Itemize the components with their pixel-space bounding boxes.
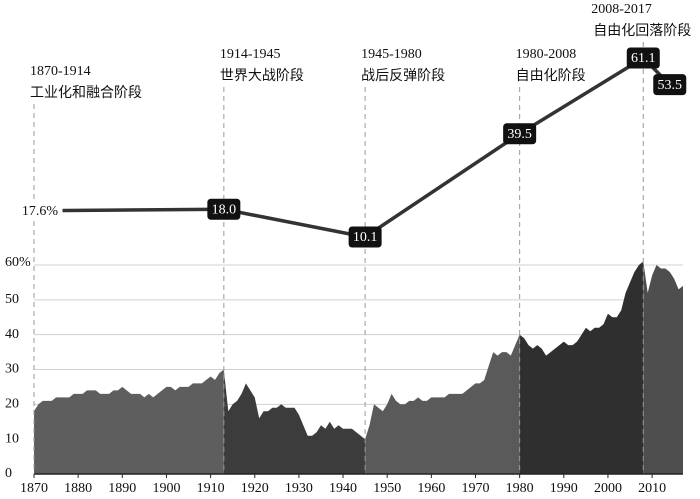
x-tick-label: 1970: [461, 481, 489, 496]
value-label: 61.1: [631, 51, 656, 66]
y-tick-label: 40: [5, 327, 19, 342]
period-range: 1945-1980: [361, 47, 422, 62]
x-tick-label: 1900: [152, 481, 180, 496]
x-tick-label: 2010: [638, 481, 666, 496]
period-label: 世界大战阶段: [220, 68, 304, 84]
y-tick-label: 0: [5, 466, 12, 481]
period-label: 自由化阶段: [516, 68, 586, 84]
x-tick-label: 1910: [197, 481, 225, 496]
period-label: 战后反弹阶段: [361, 68, 445, 84]
period-label: 工业化和融合阶段: [30, 85, 142, 101]
value-label-box: [626, 47, 660, 69]
value-label-box: [348, 226, 382, 248]
y-tick-label: 10: [5, 431, 19, 446]
area: [519, 261, 644, 474]
y-tick-label: 30: [5, 362, 19, 377]
value-label: 53.5: [658, 78, 683, 93]
area: [34, 369, 224, 474]
line: [33, 55, 672, 239]
area: [365, 334, 520, 474]
y-tick-label: 60%: [5, 255, 31, 270]
x-tick-label: 1930: [285, 481, 313, 496]
value-label: 39.5: [507, 127, 532, 142]
x-tick-label: 1960: [417, 481, 445, 496]
period-range: 1870-1914: [30, 64, 91, 79]
area: [643, 261, 683, 474]
value-label-box: [207, 198, 241, 220]
value-label-box: [503, 123, 537, 145]
x-tick-label: 1950: [373, 481, 401, 496]
x-tick-label: 1990: [550, 481, 578, 496]
x-tick-label: 1940: [329, 481, 357, 496]
x-tick-label: 1870: [20, 481, 48, 496]
y-tick-label: 50: [5, 292, 19, 307]
x-tick-label: 1920: [241, 481, 269, 496]
x-tick-label: 1980: [506, 481, 534, 496]
x-tick-label: 2000: [594, 481, 622, 496]
x-tick-label: 1890: [108, 481, 136, 496]
value-label: 17.6%: [22, 204, 59, 219]
value-label: 10.1: [353, 230, 378, 245]
y-tick-label: 20: [5, 397, 19, 412]
area: [223, 369, 366, 474]
period-range: 1914-1945: [220, 47, 281, 62]
period-range: 2008-2017: [591, 2, 652, 17]
period-label: 自由化回落阶段: [593, 23, 691, 39]
x-tick-label: 1880: [64, 481, 92, 496]
period-range: 1980-2008: [516, 47, 577, 62]
value-label-box: [653, 74, 687, 96]
value-label-box: [17, 200, 63, 222]
value-label: 18.0: [212, 202, 237, 217]
